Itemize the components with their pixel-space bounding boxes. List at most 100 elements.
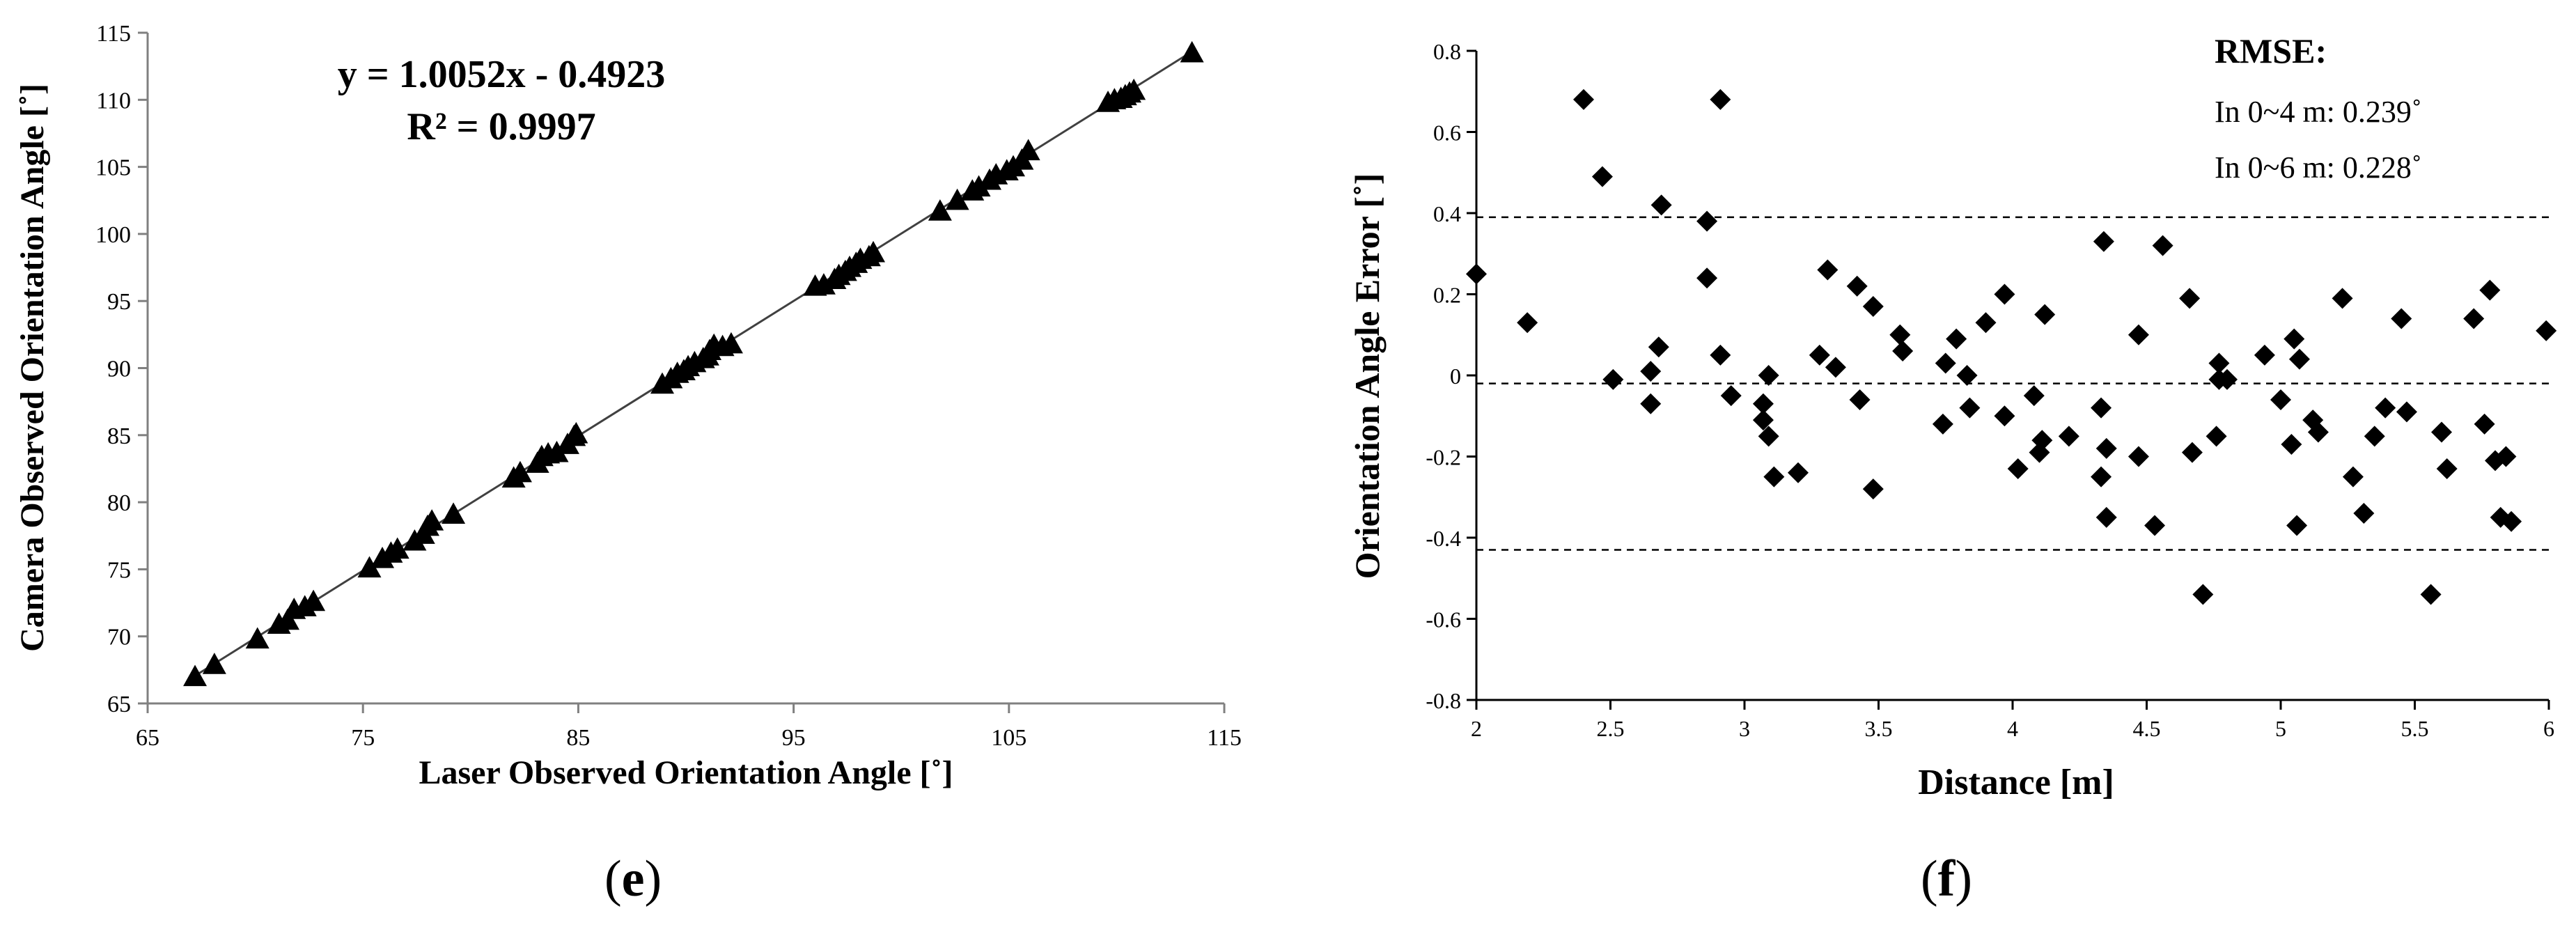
x-tick-label: 95 (782, 725, 806, 751)
data-point (2034, 304, 2056, 325)
data-point (2192, 584, 2214, 605)
x-tick-label: 5 (2275, 716, 2286, 741)
y-tick-label: 65 (107, 692, 131, 717)
data-point (1720, 385, 1742, 407)
data-point (1809, 344, 1830, 366)
data-point (275, 608, 299, 630)
data-point (1959, 397, 1981, 419)
x-axis-title: Laser Observed Orientation Angle [˚] (419, 754, 953, 791)
data-point (2179, 288, 2201, 309)
y-tick-label: 115 (96, 21, 131, 47)
y-tick-label: 75 (107, 557, 131, 583)
data-point (2436, 458, 2458, 479)
data-point (2353, 503, 2375, 524)
data-point (1758, 365, 1779, 386)
y-tick-label: 110 (96, 88, 131, 114)
x-tick-label: 85 (566, 725, 590, 751)
data-point (1640, 393, 1662, 414)
data-point (2332, 288, 2353, 309)
data-point (1710, 344, 1731, 366)
data-point (811, 273, 836, 295)
regression-equation: y = 1.0052x - 0.4923 (338, 53, 666, 96)
chart-f: -0.8 -0.6 -0.4 -0.2 0 0.2 0.4 0.6 0.8 2 2.5 3 3.5 4 4.… (1348, 31, 2557, 802)
panel-label-e: (e) (604, 850, 662, 907)
data-point (1758, 426, 1779, 447)
data-point (1016, 139, 1040, 161)
data-point (1932, 413, 1953, 435)
data-point (2270, 389, 2291, 410)
y-tick-label: 105 (95, 155, 131, 181)
data-point (2375, 397, 2396, 419)
data-point (1788, 462, 1809, 483)
data-point (1817, 259, 1839, 281)
data-point (2391, 308, 2412, 329)
y-tick-label: 0 (1450, 364, 1461, 389)
data-point (861, 240, 886, 263)
data-point (1710, 88, 1731, 110)
data-point (1122, 78, 1146, 100)
data-point (2254, 344, 2275, 366)
y-tick-label: 70 (107, 625, 131, 651)
y-axis-title: Camera Observed Orientation Angle [˚] (14, 84, 51, 652)
x-tick-label: 4.5 (2133, 716, 2161, 741)
data-point (2479, 279, 2501, 301)
data-point (1466, 263, 1487, 285)
y-tick-label: 0.6 (1433, 120, 1461, 146)
data-point (245, 627, 270, 649)
x-tick-label: 65 (136, 725, 159, 751)
data-point (2091, 466, 2112, 488)
data-point (2463, 308, 2485, 329)
data-point (719, 332, 743, 354)
data-point (1591, 166, 1613, 187)
x-tick-label: 2.5 (1597, 716, 1625, 741)
data-point (442, 502, 466, 524)
data-point (1696, 267, 1718, 289)
y-tick-label: 85 (107, 423, 131, 449)
data-point (1752, 410, 1774, 431)
data-point (302, 589, 326, 611)
y-tick-label: 0.2 (1433, 283, 1461, 308)
data-point (2128, 446, 2149, 467)
data-point (2144, 515, 2166, 536)
y-tick-label: 80 (107, 490, 131, 516)
data-point (1763, 466, 1785, 488)
data-point (1517, 312, 1538, 334)
y-axis-title: Orientation Angle Error [˚] (1348, 173, 1387, 579)
data-point (2093, 231, 2114, 252)
data-point (1994, 405, 2015, 427)
data-point (2208, 352, 2230, 374)
chart-e: 65 70 75 80 85 90 95 100 105 110 115 65 75 85 95 105 115… (14, 21, 1242, 791)
data-point (183, 664, 208, 687)
data-point (2095, 437, 2117, 459)
data-point (2031, 430, 2053, 451)
data-point (545, 440, 569, 462)
data-point (2288, 348, 2310, 370)
data-point (2342, 466, 2364, 488)
data-point (2058, 426, 2079, 447)
data-point (2536, 320, 2557, 341)
data-point (2023, 385, 2045, 407)
data-point (1650, 194, 1672, 216)
y-tick-label: 100 (95, 222, 131, 248)
data-point (1889, 324, 1911, 345)
data-point (2217, 368, 2238, 390)
data-point (357, 556, 382, 578)
x-tick-label: 105 (991, 725, 1027, 751)
data-point (508, 460, 532, 483)
data-point (2474, 413, 2495, 435)
data-point (2364, 426, 2385, 447)
data-point (2420, 584, 2442, 605)
y-tick-label: 95 (107, 289, 131, 315)
data-point (1602, 368, 1624, 390)
data-point (1846, 275, 1868, 297)
data-point (928, 199, 952, 221)
data-point (2095, 506, 2117, 528)
data-point (564, 421, 588, 444)
data-point (2152, 235, 2173, 256)
data-point (2286, 515, 2308, 536)
x-axis-title: Distance [m] (1918, 763, 2114, 802)
data-point (2281, 434, 2302, 455)
data-point (2284, 328, 2305, 350)
x-tick-label: 4 (2007, 716, 2018, 741)
rmse-heading: RMSE: (2215, 31, 2327, 70)
